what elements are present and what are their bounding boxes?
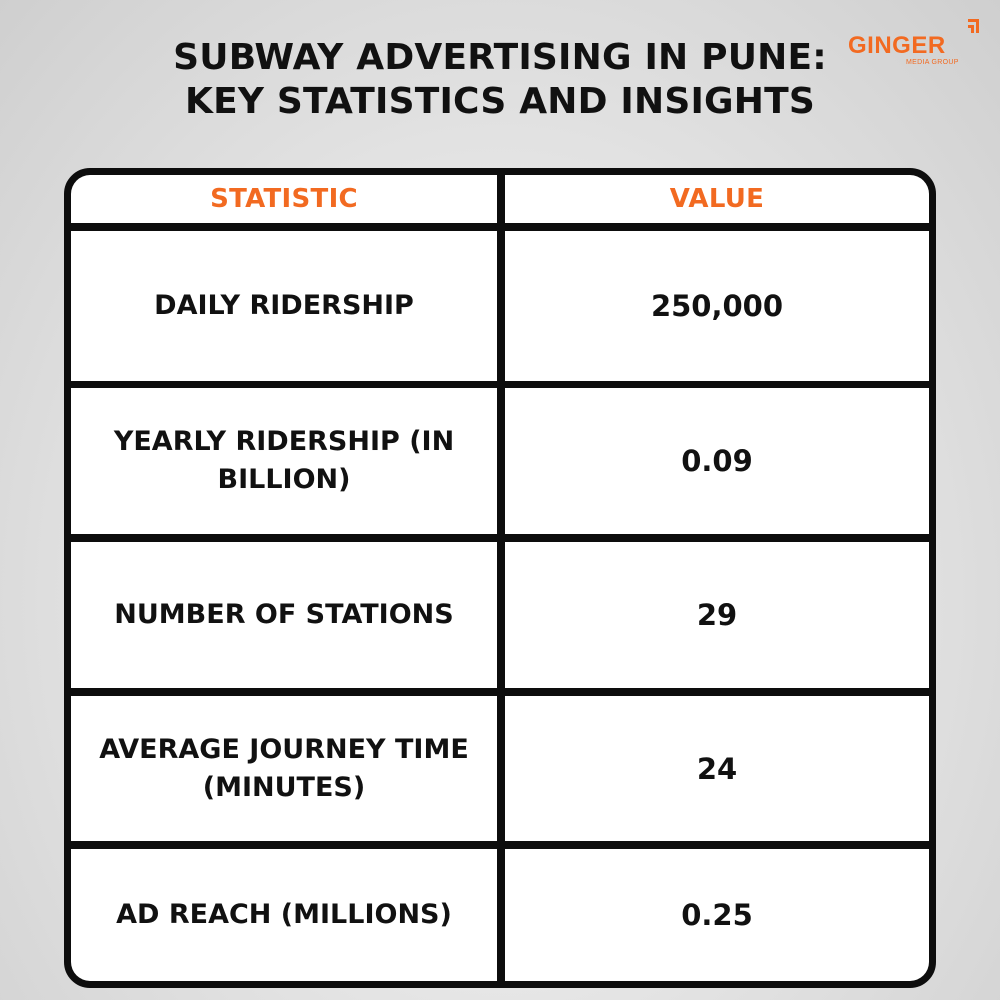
value-cell: 0.09 [505, 388, 929, 534]
title-line-2: KEY STATISTICS AND INSIGHTS [184, 81, 816, 122]
header-statistic: STATISTIC [71, 175, 497, 223]
statistic-cell: DAILY RIDERSHIP [71, 231, 497, 381]
value-cell: 24 [505, 696, 929, 841]
table-row: AVERAGE JOURNEY TIME (MINUTES) 24 [71, 696, 929, 841]
value-cell: 29 [505, 542, 929, 688]
statistic-cell: NUMBER OF STATIONS [71, 542, 497, 688]
table-row: DAILY RIDERSHIP 250,000 [71, 231, 929, 381]
value-cell: 0.25 [505, 849, 929, 981]
table-row: NUMBER OF STATIONS 29 [71, 542, 929, 688]
ginger-logo: GINGER MEDIA GROUP [846, 16, 986, 76]
title-line-1: SUBWAY ADVERTISING IN PUNE: [173, 37, 827, 78]
page-title: SUBWAY ADVERTISING IN PUNE: KEY STATISTI… [0, 36, 1000, 124]
table-row: YEARLY RIDERSHIP (IN BILLION) 0.09 [71, 388, 929, 534]
table-header-row: STATISTIC VALUE [71, 175, 929, 223]
value-cell: 250,000 [505, 231, 929, 381]
ginger-logo-mark-icon [968, 19, 979, 33]
statistics-table: STATISTIC VALUE DAILY RIDERSHIP 250,000 … [64, 168, 936, 988]
table-row: AD REACH (MILLIONS) 0.25 [71, 849, 929, 981]
statistic-cell: AD REACH (MILLIONS) [71, 849, 497, 981]
statistic-cell: YEARLY RIDERSHIP (IN BILLION) [71, 388, 497, 534]
statistic-cell: AVERAGE JOURNEY TIME (MINUTES) [71, 696, 497, 841]
logo-tagline: MEDIA GROUP [906, 59, 959, 66]
logo-brand-name: GINGER [848, 32, 946, 59]
header-value: VALUE [505, 175, 929, 223]
